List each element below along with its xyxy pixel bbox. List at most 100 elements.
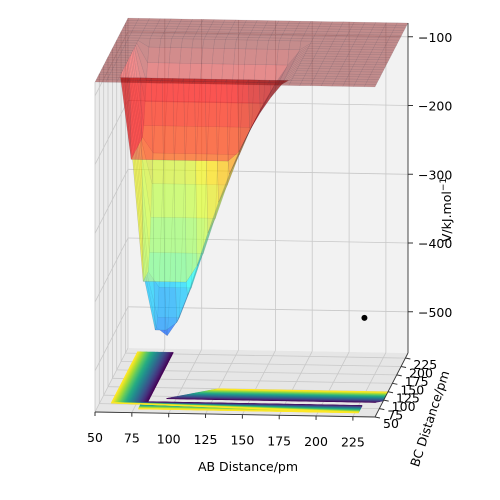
surface-facet <box>207 29 221 33</box>
surface-facet <box>128 35 142 39</box>
surface-facet <box>241 27 254 31</box>
x-tick-labels: 50 75 100 125 150 175 200 225 <box>87 412 365 450</box>
surface-facet <box>197 26 211 30</box>
surface-facet <box>94 79 108 83</box>
surface-facet <box>344 36 358 40</box>
surface-facet <box>320 41 334 45</box>
surface-facet <box>227 149 241 175</box>
surface-facet <box>194 153 208 185</box>
surface-facet <box>332 81 346 85</box>
surface-facet <box>298 20 312 24</box>
surface-facet <box>148 38 162 48</box>
surface-facet <box>199 63 213 83</box>
surface-facet <box>156 317 169 337</box>
surface-facet <box>227 31 241 36</box>
surface-facet <box>247 34 261 38</box>
surface-facet <box>130 52 143 141</box>
surface-facet <box>311 58 325 62</box>
surface-facet <box>243 22 257 26</box>
energy-surface <box>94 17 409 337</box>
surface-facet <box>379 32 393 36</box>
surface-facet <box>144 25 157 29</box>
surface-facet <box>285 25 299 29</box>
surface-facet <box>276 71 289 88</box>
surface-facet <box>273 27 287 31</box>
surface-facet <box>200 223 213 259</box>
surface-facet <box>288 60 302 71</box>
surface-facet <box>290 57 304 68</box>
surface-facet <box>235 37 249 41</box>
surface-facet <box>144 80 158 102</box>
surface-facet <box>367 34 381 38</box>
surface-facet <box>118 74 132 160</box>
surface-facet <box>347 73 361 78</box>
x-tick-label: 50 <box>87 430 103 445</box>
surface-facet <box>214 78 228 83</box>
surface-facet <box>228 29 242 33</box>
surface-facet <box>102 64 116 68</box>
surface-facet <box>329 23 343 28</box>
surface-facet <box>327 71 340 75</box>
surface-facet <box>195 31 209 35</box>
surface-facet <box>142 27 156 32</box>
surface-facet <box>149 216 162 253</box>
surface-facet <box>305 70 319 74</box>
surface-facet <box>152 30 166 34</box>
surface-facet <box>226 34 240 38</box>
surface-facet <box>324 75 338 80</box>
surface-facet <box>277 82 291 86</box>
surface-facet <box>212 189 226 224</box>
surface-facet <box>109 49 123 53</box>
surface-facet <box>192 217 205 254</box>
surface-facet <box>106 77 120 81</box>
surface-facet <box>321 60 335 65</box>
surface-facet <box>355 36 369 40</box>
surface-facet <box>151 152 165 185</box>
surface-facet <box>182 78 195 82</box>
surface-facet <box>268 37 282 41</box>
surface-facet <box>224 159 238 190</box>
surface-facet <box>140 77 153 161</box>
surface-facet <box>334 78 347 82</box>
y-tick-label: 175 <box>405 374 429 389</box>
surface-facet <box>282 72 296 83</box>
surface-facet <box>281 32 295 37</box>
surface-facet <box>251 104 265 126</box>
surface-facet <box>232 22 246 26</box>
surface-facet <box>121 47 135 51</box>
surface-facet <box>223 161 236 193</box>
surface-facet <box>222 48 236 65</box>
surface-facet <box>175 281 188 323</box>
z-grid-side <box>94 31 129 96</box>
surface-facet <box>105 79 119 83</box>
surface-facet <box>206 160 219 234</box>
surface-facet <box>330 63 344 67</box>
surface-facet <box>381 29 394 33</box>
surface-facet <box>169 252 183 288</box>
surface-facet <box>304 50 318 54</box>
surface-facet <box>382 27 396 31</box>
surface-facet <box>116 37 129 41</box>
surface-facet <box>111 47 124 51</box>
surface-facet <box>356 76 370 80</box>
surface-facet <box>288 40 302 51</box>
contour-line <box>216 388 388 393</box>
surface-facet <box>203 78 217 82</box>
surface-facet <box>233 48 247 65</box>
surface-facet <box>294 50 308 61</box>
surface-facet <box>308 23 321 27</box>
surface-facet <box>382 47 396 51</box>
surface-facet <box>133 25 147 29</box>
surface-facet <box>298 63 312 67</box>
surface-facet <box>172 78 186 161</box>
y-tick-label: 125 <box>396 391 420 406</box>
surface-facet <box>265 22 278 26</box>
surface-facet <box>137 17 150 22</box>
surface-facet <box>222 164 235 195</box>
surface-facet <box>248 108 262 133</box>
surface-facet <box>153 281 167 331</box>
surface-facet <box>283 70 297 80</box>
surface-facet <box>190 18 204 23</box>
surface-facet <box>357 54 371 58</box>
surface-facet <box>212 19 226 23</box>
